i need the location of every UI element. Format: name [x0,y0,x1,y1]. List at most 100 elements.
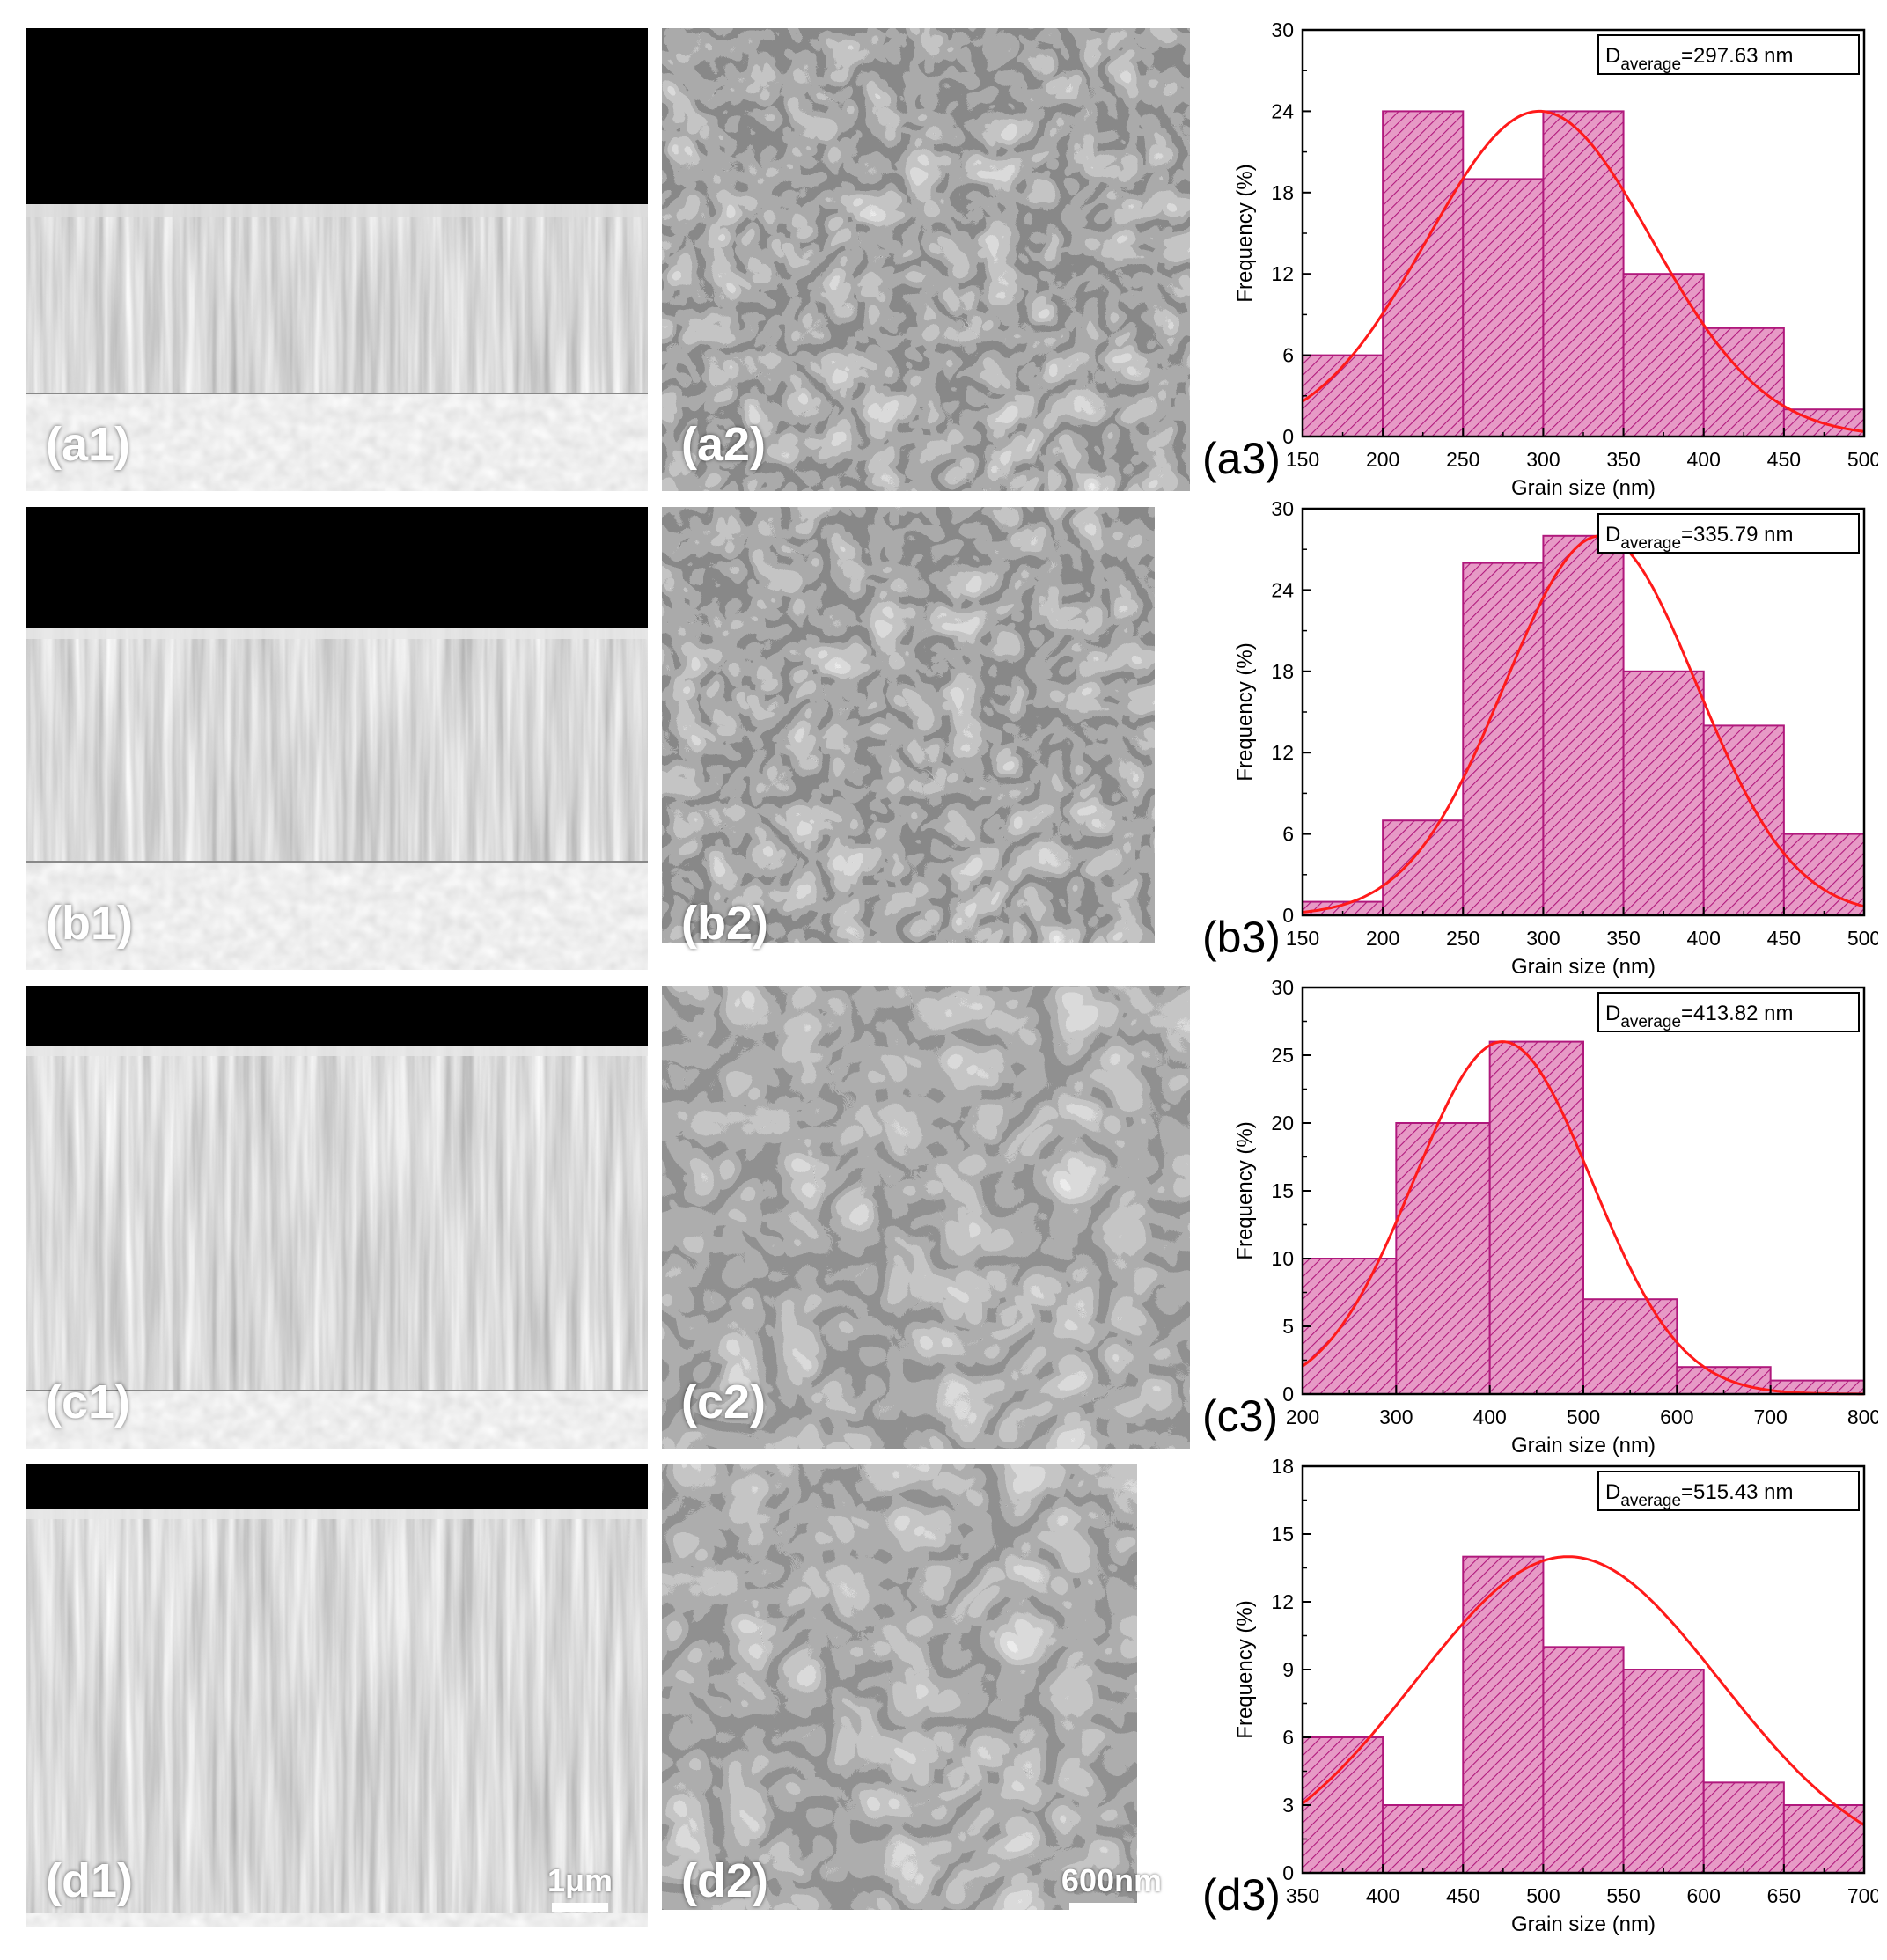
x-tick-label: 450 [1767,448,1801,471]
panel-label-d1: (d1) [46,1854,133,1907]
y-tick-label: 12 [1271,262,1294,285]
gaussian-fit-line [1302,534,1865,914]
histogram-bar [1542,110,1625,438]
x-tick-label: 300 [1526,448,1560,471]
y-tick-label: 24 [1271,99,1294,122]
x-tick-label: 700 [1753,1406,1787,1428]
x-tick-label: 250 [1446,448,1479,471]
x-tick-label: 350 [1606,448,1640,471]
histogram-bar [1382,110,1465,438]
y-tick-label: 12 [1271,741,1294,764]
gaussian-fit-line [1302,1555,1865,1826]
y-tick-label: 6 [1282,823,1294,846]
x-tick-label: 700 [1847,1884,1878,1907]
surface-image-b2: (b2) [662,507,1190,970]
y-tick-label: 30 [1271,19,1294,41]
x-tick-label: 200 [1286,1406,1319,1428]
y-tick-label: 12 [1271,1590,1294,1613]
panel-label: (a3) [1202,434,1281,483]
surface-image-d2: (d2) 600nm [662,1464,1190,1927]
x-axis-label: Grain size (nm) [1511,476,1656,500]
histogram-bar [1702,1781,1785,1875]
x-tick-label: 450 [1767,927,1801,950]
histogram-bar [1462,1555,1545,1875]
x-axis-label: Grain size (nm) [1511,955,1656,979]
y-tick-label: 20 [1271,1112,1294,1134]
y-tick-label: 24 [1271,578,1294,601]
surface-image-c2: (c2) [662,986,1190,1449]
histogram-bar [1302,1736,1384,1874]
x-tick-label: 600 [1660,1406,1693,1428]
x-tick-label: 250 [1446,927,1479,950]
y-axis-label: Frequency (%) [1233,1121,1257,1259]
y-tick-label: 0 [1282,425,1294,448]
x-tick-label: 400 [1472,1406,1506,1428]
annotation-symbol: D [1605,1480,1620,1504]
histogram-bar [1622,1669,1705,1874]
x-tick-label: 500 [1847,448,1878,471]
x-tick-label: 400 [1687,448,1721,471]
x-tick-label: 500 [1567,1406,1600,1428]
x-axis-label: Grain size (nm) [1511,1434,1656,1457]
y-tick-label: 9 [1282,1658,1294,1681]
histogram-bar [1702,327,1785,437]
x-tick-label: 500 [1526,1884,1560,1907]
histogram-bar [1302,1258,1398,1395]
histogram-bar [1622,273,1705,438]
annotation-symbol: D [1605,44,1620,68]
x-tick-label: 500 [1847,927,1878,950]
panel-label-b1: (b1) [46,897,133,950]
histogram-bar [1542,1646,1625,1874]
panel-label-b2: (b2) [681,897,768,950]
average-size-annotation: Daverage=413.82 nm [1605,1002,1793,1031]
x-tick-label: 300 [1379,1406,1413,1428]
x-tick-label: 550 [1606,1884,1640,1907]
annotation-value: =413.82 nm [1681,1002,1793,1025]
histogram-chart-a3: 150 200 250 300 350 400 450 500 0 6 12 18 24 30 Grain … [1202,19,1878,500]
y-axis-label: Frequency (%) [1233,1600,1257,1738]
annotation-symbol: D [1605,523,1620,547]
y-tick-label: 6 [1282,344,1294,367]
panel-label-a2: (a2) [681,418,767,471]
panel-label: (b3) [1202,913,1281,962]
gaussian-fit-line [1302,109,1865,433]
histogram-bar [1488,1040,1584,1395]
average-size-box [1597,513,1860,554]
x-tick-label: 600 [1687,1884,1721,1907]
y-tick-label: 15 [1271,1179,1294,1202]
panel-label-a1: (a1) [46,418,131,471]
cross-section-image-c1: (c1) [26,986,648,1449]
y-tick-label: 5 [1282,1315,1294,1338]
annotation-symbol: D [1605,1002,1620,1025]
y-tick-label: 6 [1282,1726,1294,1749]
x-tick-label: 650 [1767,1884,1801,1907]
average-size-annotation: Daverage=335.79 nm [1605,523,1793,553]
histogram-bar [1702,724,1785,916]
surface-image-a2: (a2) [662,28,1190,491]
average-size-box [1597,1471,1860,1511]
average-size-box [1597,992,1860,1032]
annotation-subscript: average [1620,1492,1681,1510]
x-axis-label: Grain size (nm) [1511,1912,1656,1936]
histogram-bar [1382,1804,1465,1874]
y-tick-label: 18 [1271,660,1294,683]
scale-bar-line [1068,1903,1154,1912]
average-size-annotation: Daverage=297.63 nm [1605,44,1793,74]
y-tick-label: 0 [1282,904,1294,927]
histogram-bar [1395,1122,1491,1395]
scale-bar-1um: 1μm [547,1862,613,1912]
scale-bar-line [551,1903,608,1912]
histogram-bar [1382,819,1465,917]
annotation-value: =297.63 nm [1681,44,1793,68]
x-tick-label: 800 [1847,1406,1878,1428]
cross-section-image-b1: (b1) [26,507,648,970]
annotation-value: =335.79 nm [1681,523,1793,547]
x-tick-label: 150 [1286,448,1319,471]
histogram-bar [1622,670,1705,917]
y-tick-label: 30 [1271,498,1294,520]
y-axis-label: Frequency (%) [1233,642,1257,781]
y-tick-label: 10 [1271,1247,1294,1270]
annotation-subscript: average [1620,534,1681,553]
x-tick-label: 350 [1606,927,1640,950]
average-size-annotation: Daverage=515.43 nm [1605,1480,1793,1510]
